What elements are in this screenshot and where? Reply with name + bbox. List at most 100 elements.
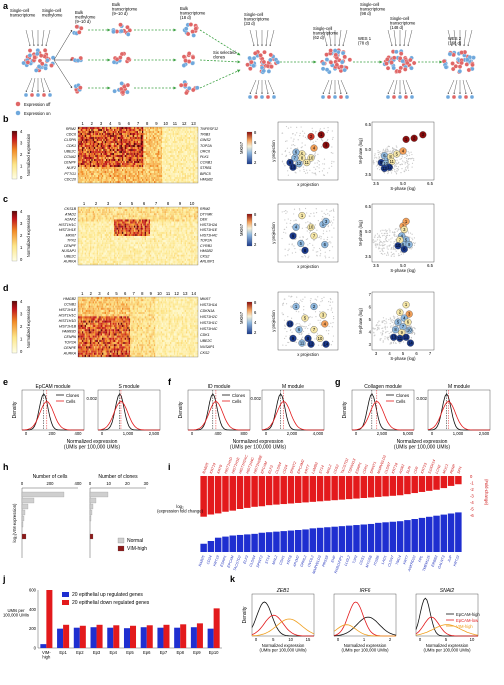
heatmap-cell [194,179,196,182]
heatmap-cell [160,135,163,138]
heatmap-cell [178,225,180,228]
heatmap-cell [168,215,171,218]
heatmap-cell [126,161,128,164]
heatmap-cell [176,242,179,245]
heatmap-cell [134,242,136,245]
heatmap-cell [94,207,96,210]
heatmap-cell [90,171,92,174]
heatmap-cell [82,141,84,144]
heatmap-cell [112,248,115,251]
sampling-arrow [447,79,455,95]
heatmap-cell [104,242,107,245]
heatmap-cell [123,129,125,132]
heatmap-cell [154,159,156,162]
heatmap-cell [134,131,136,134]
heatmap-cell [135,141,137,144]
heatmap-cell [158,145,160,148]
heatmap-cell [87,240,89,243]
heatmap-cell [184,163,187,166]
heatmap-cell [114,242,116,245]
heatmap-cell [168,149,171,152]
heatmap-cell [91,135,93,138]
heatmap-cell [188,167,191,170]
heatmap-cell [90,159,92,162]
heatmap-cell [170,131,172,134]
heatmap-cell [148,131,151,134]
heatmap-cell [127,221,129,224]
heatmap-cell [180,167,183,170]
heatmap-cell [144,215,147,218]
heatmap-cell [160,221,163,224]
heatmap-cell [140,248,143,251]
heatmap-cell [110,181,112,184]
heatmap-cell [154,169,156,172]
heatmap-cell [135,207,137,210]
heatmap-cell [163,207,165,210]
heatmap-cell [186,229,188,232]
heatmap-cell [132,246,135,249]
heatmap-cell [108,248,111,251]
heatmap-cell [102,207,104,210]
heatmap-cell [127,240,129,243]
heatmap-cell [159,223,161,226]
heatmap-cell [158,207,160,210]
heatmap-cell [140,231,143,234]
heatmap-cell [188,165,191,168]
heatmap-cell [170,153,172,156]
heatmap-cell [196,231,199,234]
heatmap-cell [144,223,147,226]
heatmap-cell [166,221,168,224]
heatmap-cell [139,223,141,226]
heatmap-cell [166,229,168,232]
heatmap-cell [150,238,152,241]
heatmap-cell [138,127,140,130]
heatmap-cell [136,181,139,184]
heatmap-cell [168,129,171,132]
heatmap-cell [100,229,103,232]
heatmap-cell [178,209,180,212]
heatmap-cell [147,246,149,249]
heatmap-cell [151,127,153,130]
heatmap-cell [78,153,80,156]
heatmap-cell [83,221,85,224]
heatmap-cell [132,157,135,160]
heatmap-cell [164,147,167,150]
heatmap-cell [107,250,109,253]
heatmap-cell [156,179,159,182]
heatmap-cell [170,145,172,148]
heatmap-cell [179,159,181,162]
heatmap-cell [88,149,91,152]
heatmap-cell [139,248,141,251]
heatmap-cell [78,171,80,174]
heatmap-cell [190,155,192,158]
heatmap-cell [99,219,101,222]
heatmap-cell [158,135,160,138]
heatmap-cell [110,231,112,234]
heatmap-cell [132,225,135,228]
heatmap-cell [92,213,95,216]
heatmap-cell [190,221,192,224]
heatmap-cell [123,231,125,234]
heatmap-cell [143,171,145,174]
heatmap-cell [184,225,187,228]
heatmap-cell [123,161,125,164]
heatmap-cell [116,233,119,237]
heatmap-cell [114,215,116,218]
heatmap-cell [95,219,97,222]
heatmap-cell [183,131,185,134]
heatmap-cell [175,217,177,220]
heatmap-cell [186,143,188,146]
stage-label: Bulk [75,10,84,15]
heatmap-cell [134,153,136,156]
heatmap-cell [162,244,164,247]
heatmap-cell [79,155,81,158]
cell-cluster [79,25,84,31]
heatmap-cell [111,173,113,176]
heatmap-cell [187,229,189,232]
cell-cluster [457,64,463,69]
heatmap-cell [108,137,111,140]
heatmap-cell [88,227,91,230]
heatmap-cell [119,181,121,184]
heatmap-cell [143,211,145,214]
heatmap-cell [102,223,104,226]
